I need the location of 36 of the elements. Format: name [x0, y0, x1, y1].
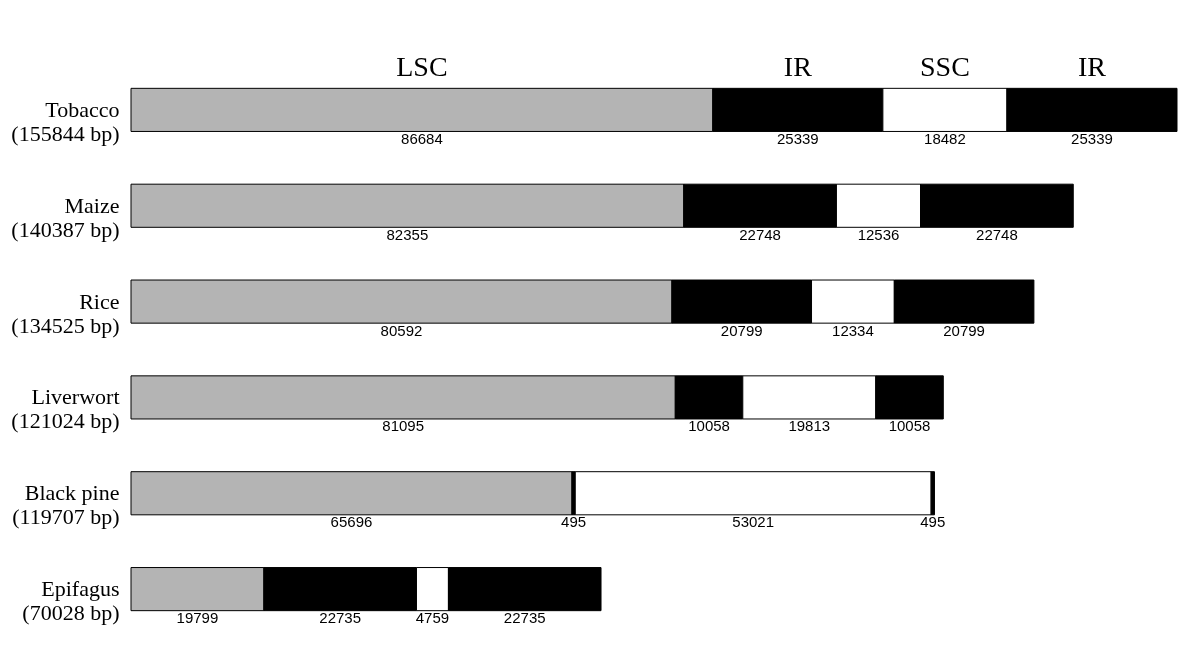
data-label: 12536: [857, 225, 900, 243]
data-label: 81095: [382, 417, 425, 435]
series-label: SSC: [919, 50, 970, 82]
data-label: 20799: [943, 321, 985, 339]
data-label: 495: [920, 513, 946, 531]
data-label: 12334: [832, 321, 874, 339]
data-label: 10058: [688, 417, 730, 435]
data-label: 495: [561, 513, 587, 531]
y-tick-label: Maize (140387 bp): [11, 192, 120, 242]
data-label: 53021: [732, 513, 775, 531]
y-tick-label: Tobacco (155844 bp): [11, 96, 120, 146]
data-label: 22748: [976, 225, 1018, 243]
data-label: 20799: [720, 321, 763, 339]
y-tick-label: Rice (134525 bp): [11, 288, 120, 338]
y-tick-label: Black pine (119707 bp): [12, 480, 120, 530]
y-tick-label: Epifagus (70028 bp): [22, 576, 120, 626]
data-label: 22748: [739, 225, 781, 243]
data-label: 86684: [401, 129, 443, 147]
data-label: 65696: [330, 513, 373, 531]
series-label: IR: [783, 50, 813, 82]
bar: [574, 471, 932, 516]
data-label: 22735: [503, 609, 546, 627]
data-label: 10058: [888, 417, 931, 435]
data-label: 80592: [380, 321, 423, 339]
data-label: 19799: [176, 609, 219, 627]
data-label: 22735: [319, 609, 362, 627]
series-label: LSC: [396, 50, 448, 82]
data-label: 18482: [924, 129, 966, 147]
series-label: IR: [1077, 50, 1107, 82]
data-label: 25339: [1071, 129, 1113, 147]
data-label: 25339: [776, 129, 819, 147]
y-tick-label: Liverwort (121024 bp): [11, 384, 120, 434]
data-label: 4759: [415, 609, 450, 627]
bar: [130, 471, 573, 516]
data-label: 19813: [788, 417, 831, 435]
data-label: 82355: [386, 225, 429, 243]
